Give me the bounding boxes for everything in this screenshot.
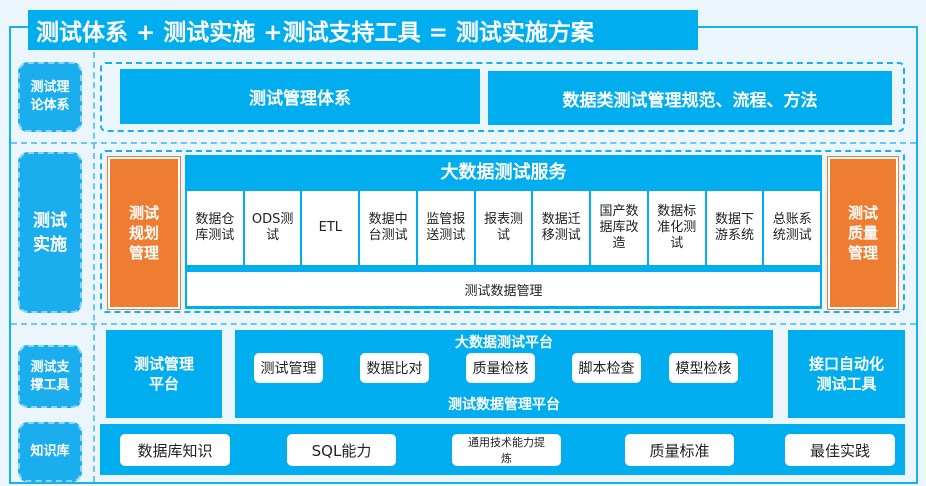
row-label-theory: 测试理论体系 xyxy=(18,62,82,132)
big-data-test-platform: 大数据测试平台 测试管理 数据比对 质量检核 脚本检查 模型检核 测试数据管理平台 xyxy=(235,330,773,418)
service-cell: 报表测试 xyxy=(475,191,532,265)
platform-bottom: 测试数据管理平台 xyxy=(448,397,560,413)
service-cell: ETL xyxy=(302,191,359,265)
knowledge-item: 通用技术能力提炼 xyxy=(452,434,561,466)
row-label-tools: 测试支撑工具 xyxy=(18,345,82,408)
service-cells: 数据仓库测试 ODS测试 ETL 数据中台测试 监管报送测试 报表测试 数据迁移测试 国产数据… xyxy=(187,191,821,265)
planning-management: 测试规划管理 xyxy=(107,156,181,310)
knowledge-item: 最佳实践 xyxy=(785,434,895,466)
implementation-container xyxy=(100,150,905,313)
service-cell: 国产数据库改造 xyxy=(591,191,647,265)
platform-item: 数据比对 xyxy=(360,353,429,383)
interface-automation-tool: 接口自动化测试工具 xyxy=(788,330,905,418)
row-label-knowledge: 知识库 xyxy=(18,422,82,482)
row-label-implementation: 测试实施 xyxy=(18,152,82,313)
service-cell: 数据标准化测试 xyxy=(648,191,705,265)
knowledge-item: 数据库知识 xyxy=(120,434,230,466)
platform-title: 大数据测试平台 xyxy=(455,335,553,351)
test-data-management: 测试数据管理 xyxy=(187,272,820,306)
row-divider xyxy=(11,323,916,325)
platform-item: 脚本检查 xyxy=(572,353,641,383)
service-cell: 数据迁移测试 xyxy=(533,191,590,265)
theory-item: 数据类测试管理规范、流程、方法 xyxy=(488,71,892,125)
service-cell: 数据仓库测试 xyxy=(187,191,243,265)
theory-container xyxy=(100,62,905,132)
test-management-platform: 测试管理平台 xyxy=(106,330,222,418)
platform-item: 质量检核 xyxy=(466,353,535,383)
knowledge-item: 质量标准 xyxy=(625,434,734,466)
row-divider xyxy=(11,142,916,144)
service-cell: 监管报送测试 xyxy=(417,191,474,265)
service-cell: 总账系统测试 xyxy=(764,191,821,265)
knowledge-item: SQL能力 xyxy=(287,434,396,466)
big-data-test-service: 大数据测试服务 数据仓库测试 ODS测试 ETL 数据中台测试 监管报送测试 报表测试 数据… xyxy=(185,155,822,309)
page-title: 测试体系 + 测试实施 +测试支持工具 = 测试实施方案 xyxy=(28,10,698,50)
platform-item: 模型检核 xyxy=(669,353,738,383)
quality-management: 测试质量管理 xyxy=(827,156,899,310)
vertical-divider xyxy=(93,52,95,482)
service-cell: 数据下游系统 xyxy=(706,191,763,265)
theory-item: 测试管理体系 xyxy=(120,69,480,124)
platform-item: 测试管理 xyxy=(254,353,323,383)
service-title: 大数据测试服务 xyxy=(440,162,567,183)
service-cell: ODS测试 xyxy=(244,191,301,265)
service-cell: 数据中台测试 xyxy=(360,191,416,265)
